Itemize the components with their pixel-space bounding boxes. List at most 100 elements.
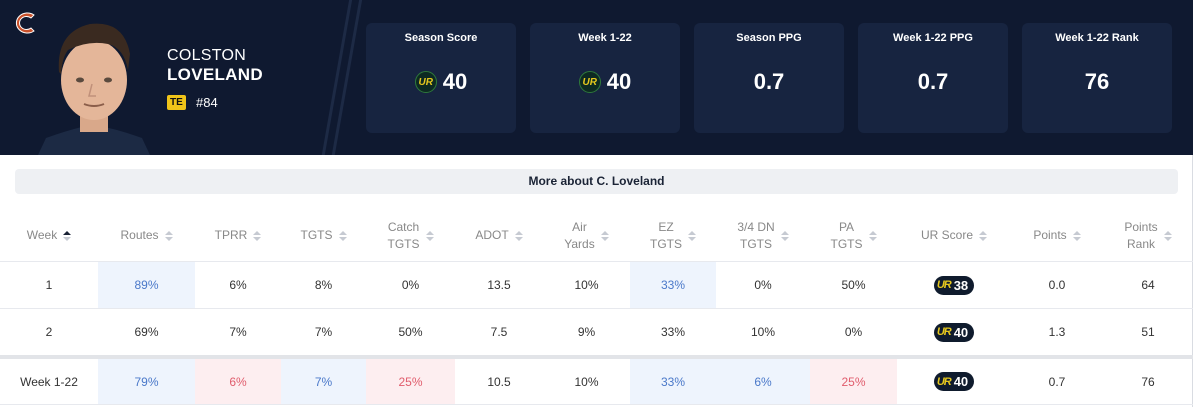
sort-asc-icon[interactable] — [63, 230, 72, 241]
stat-card-number: 40 — [442, 69, 468, 94]
cell-catch-tgts: 25% — [366, 359, 455, 404]
cell-34dn-tgts: 6% — [716, 359, 810, 404]
cell-tprr: 7% — [229, 325, 247, 339]
sort-icon[interactable] — [514, 230, 523, 241]
cell-points-rank: 64 — [1141, 278, 1155, 292]
cell-pa-tgts: 50% — [841, 278, 866, 292]
ur-score-pill: UR 40 — [933, 372, 975, 391]
ur-score-pill: UR 40 — [933, 322, 975, 342]
sort-icon[interactable] — [688, 230, 696, 241]
stat-card-week-rank: Week 1-22 Rank 76 — [1022, 23, 1172, 133]
column-header-label: Points Rank — [1124, 219, 1158, 251]
cell-tgts: 8% — [314, 278, 333, 292]
column-header-ur-score[interactable]: UR Score — [897, 210, 1011, 261]
sort-icon[interactable] — [425, 230, 434, 241]
column-header-label: Air Yards — [564, 219, 595, 251]
summary-divider — [0, 355, 1193, 359]
stat-card-value: 76 — [1022, 69, 1172, 95]
stat-card-value: UR 40 — [366, 69, 516, 95]
sort-icon[interactable] — [600, 230, 609, 241]
sort-icon[interactable] — [164, 230, 173, 241]
cell-week: Week 1-22 — [20, 374, 78, 389]
stat-card-value: 0.7 — [694, 69, 844, 95]
cell-routes: 79% — [98, 359, 195, 404]
cell-tgts: 7% — [281, 359, 366, 404]
stat-card-label: Week 1-22 — [578, 32, 632, 44]
column-header-points[interactable]: Points — [1011, 210, 1103, 261]
column-header-air-yards[interactable]: Air Yards — [543, 210, 630, 261]
stat-card-week-ppg: Week 1-22 PPG 0.7 — [858, 23, 1008, 133]
column-header-week[interactable]: Week — [0, 210, 98, 261]
sort-icon[interactable] — [1163, 230, 1172, 241]
cell-week: 2 — [45, 325, 53, 339]
column-header-ez-tgts[interactable]: EZ TGTS — [630, 210, 716, 261]
cell-points: 0.0 — [1048, 278, 1066, 292]
player-last-name: LOVELAND — [167, 65, 263, 84]
cell-points: 1.3 — [1048, 325, 1066, 339]
ur-score-value: 40 — [953, 324, 969, 340]
cell-34dn-tgts: 0% — [754, 278, 772, 292]
cell-adot: 13.5 — [487, 278, 511, 292]
ur-score-value: 40 — [953, 374, 969, 389]
stat-card-label: Week 1-22 Rank — [1055, 32, 1139, 44]
sort-icon[interactable] — [338, 230, 347, 241]
cell-catch-tgts: 50% — [398, 325, 423, 339]
cell-tgts: 7% — [314, 325, 333, 339]
ur-score-value: 38 — [953, 277, 969, 293]
player-first-name: COLSTON — [167, 47, 247, 64]
cell-pa-tgts: 0% — [844, 325, 863, 339]
stat-card-number: 0.7 — [917, 69, 949, 94]
ur-logo-icon: UR — [578, 71, 601, 93]
cell-air-yards: 10% — [574, 374, 599, 389]
cell-ur-score: UR 40 — [897, 309, 1011, 355]
cell-tprr: 6% — [195, 359, 281, 404]
stat-card-number: 0.7 — [753, 69, 785, 94]
stat-card-season-score: Season Score UR 40 — [366, 23, 516, 133]
team-logo-icon — [15, 12, 35, 34]
stat-card-label: Season Score — [404, 32, 478, 44]
cell-week: 1 — [45, 278, 53, 292]
column-header-34dn-tgts[interactable]: 3/4 DN TGTS — [716, 210, 810, 261]
column-header-label: TGTS — [300, 228, 333, 242]
stat-card-season-ppg: Season PPG 0.7 — [694, 23, 844, 133]
table-row: 1 89% 6% 8% 0% 13.5 10% 33% 0% 50% UR 38… — [0, 262, 1193, 309]
column-header-label: TPRR — [214, 228, 248, 242]
column-header-routes[interactable]: Routes — [98, 210, 195, 261]
table-header-row: Week Routes TPRR TGTS Catch TGTS ADOT Air… — [0, 210, 1193, 262]
cell-ur-score: UR 40 — [897, 359, 1011, 404]
column-header-label: Routes — [120, 228, 159, 242]
cell-routes: 89% — [98, 262, 195, 308]
cell-catch-tgts: 0% — [401, 278, 420, 292]
cell-routes: 69% — [134, 325, 159, 339]
summary-row: Week 1-22 79% 6% 7% 25% 10.5 10% 33% 6% … — [0, 359, 1193, 405]
stat-card-value: 0.7 — [858, 69, 1008, 95]
column-header-catch-tgts[interactable]: Catch TGTS — [366, 210, 455, 261]
more-about-player-button[interactable]: More about C. Loveland — [15, 169, 1178, 194]
column-header-tgts[interactable]: TGTS — [281, 210, 366, 261]
cell-points-rank: 76 — [1141, 374, 1155, 389]
sort-icon[interactable] — [1072, 230, 1081, 241]
table-row: 2 69% 7% 7% 50% 7.5 9% 33% 10% 0% UR 40 … — [0, 309, 1193, 355]
cell-ez-tgts: 33% — [660, 325, 686, 339]
cell-adot: 10.5 — [487, 374, 511, 389]
position-badge: TE — [167, 95, 186, 110]
sort-icon[interactable] — [868, 230, 877, 241]
stat-card-label: Season PPG — [736, 32, 802, 44]
ur-score-pill: UR 38 — [933, 275, 975, 295]
cell-ez-tgts: 33% — [630, 359, 716, 404]
cell-air-yards: 9% — [577, 325, 596, 339]
column-header-label: Points — [1033, 228, 1067, 242]
stat-card-number: 76 — [1084, 69, 1110, 94]
cell-tprr: 6% — [229, 278, 247, 292]
sort-icon[interactable] — [253, 230, 262, 241]
column-header-adot[interactable]: ADOT — [455, 210, 543, 261]
column-header-label: Week — [26, 228, 58, 242]
player-header: COLSTON LOVELAND TE #84 Season Score UR … — [0, 0, 1193, 155]
column-header-pa-tgts[interactable]: PA TGTS — [810, 210, 897, 261]
sort-icon[interactable] — [780, 230, 789, 241]
column-header-points-rank[interactable]: Points Rank — [1103, 210, 1193, 261]
sort-icon[interactable] — [979, 230, 987, 241]
stat-card-label: Week 1-22 PPG — [893, 32, 973, 44]
stat-card-week-score: Week 1-22 UR 40 — [530, 23, 680, 133]
column-header-tprr[interactable]: TPRR — [195, 210, 281, 261]
